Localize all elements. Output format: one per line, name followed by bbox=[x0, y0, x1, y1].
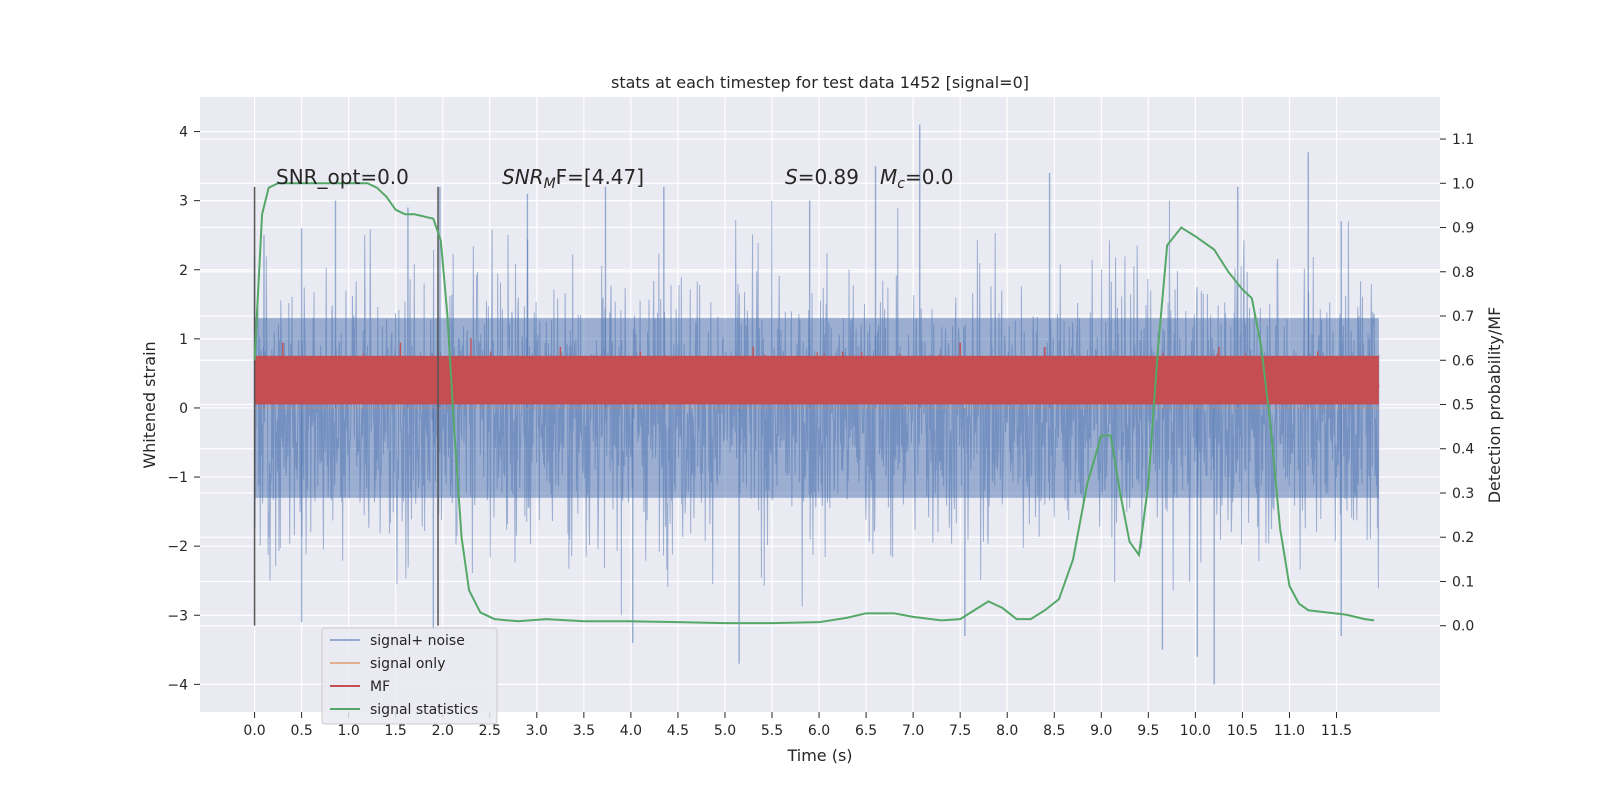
x-tick-label: 5.5 bbox=[761, 723, 783, 739]
legend-box bbox=[321, 627, 498, 725]
y2-tick-label: 1.1 bbox=[1452, 132, 1474, 148]
signal-noise-trace bbox=[254, 200, 1380, 616]
x-tick-label: 9.0 bbox=[1090, 723, 1112, 739]
x-tick-label: 7.5 bbox=[949, 723, 971, 739]
y-tick-label: 4 bbox=[179, 125, 188, 141]
mf-trace bbox=[254, 351, 1380, 405]
x-tick-label: 6.0 bbox=[808, 723, 830, 739]
x-tick-label: 7.0 bbox=[902, 723, 924, 739]
x-tick-label: 3.5 bbox=[573, 723, 595, 739]
y-tick-label: −1 bbox=[167, 470, 188, 486]
signal-statistics-line bbox=[253, 182, 1375, 625]
x-tick-label: 11.5 bbox=[1321, 723, 1352, 739]
x-tick-label: 8.0 bbox=[996, 723, 1018, 739]
y-tick-label: −4 bbox=[167, 677, 188, 693]
x-tick-label: 9.5 bbox=[1137, 723, 1159, 739]
x-tick-label: 3.0 bbox=[526, 723, 548, 739]
legend-label-signal-statistics: signal statistics bbox=[370, 702, 478, 718]
y2-tick-label: 0.5 bbox=[1452, 398, 1474, 414]
annotation-s: S=0.89 bbox=[785, 165, 859, 189]
y2-tick-label: 0.9 bbox=[1452, 221, 1474, 237]
x-tick-label: 5.0 bbox=[714, 723, 736, 739]
y2-tick-label: 0.1 bbox=[1452, 574, 1474, 590]
y-tick-label: 3 bbox=[179, 194, 188, 210]
y2-tick-label: 0.2 bbox=[1452, 530, 1474, 546]
y2-tick-label: 0.0 bbox=[1452, 619, 1474, 635]
mf-series bbox=[254, 338, 1380, 405]
y2-tick-label: 0.6 bbox=[1452, 353, 1474, 369]
x-axis-ticks: 0.0 0.5 1.0 1.5 2.0 2.5 3.0 3.5 4.0 4.5 5.0 5.5 6.0 6… bbox=[243, 712, 1352, 739]
y-tick-label: 2 bbox=[179, 263, 188, 279]
y-tick-label: 0 bbox=[179, 401, 188, 417]
annotation-mc: Mc=0.0 bbox=[880, 165, 954, 192]
x-axis-label: Time (s) bbox=[786, 746, 852, 765]
annotation-snr-mf: SNRMF=[4.47] bbox=[502, 165, 644, 192]
x-tick-label: 4.5 bbox=[667, 723, 689, 739]
annotation-snr-opt: SNR_opt=0.0 bbox=[276, 165, 409, 189]
x-tick-label: 1.5 bbox=[385, 723, 407, 739]
x-tick-label: 4.0 bbox=[620, 723, 642, 739]
y-tick-label: 1 bbox=[179, 332, 188, 348]
y2-tick-label: 0.8 bbox=[1452, 265, 1474, 281]
x-tick-label: 11.0 bbox=[1274, 723, 1305, 739]
y-axis-ticks: 4 3 2 1 0 −1 −2 −3 −4 bbox=[167, 125, 200, 693]
y-axis-label: Whitened strain bbox=[140, 341, 159, 468]
window-markers bbox=[253, 186, 439, 626]
legend-label-mf: MF bbox=[370, 679, 390, 695]
x-tick-label: 10.0 bbox=[1180, 723, 1211, 739]
y2-tick-label: 0.3 bbox=[1452, 486, 1474, 502]
y2-tick-label: 0.7 bbox=[1452, 309, 1474, 325]
x-tick-label: 2.0 bbox=[432, 723, 454, 739]
legend: signal+ noise signal only MF signal stat… bbox=[321, 627, 498, 725]
x-tick-label: 0.0 bbox=[243, 723, 265, 739]
legend-label-signal-noise: signal+ noise bbox=[370, 633, 465, 649]
x-tick-label: 0.5 bbox=[290, 723, 312, 739]
signal-noise-series bbox=[253, 124, 1380, 685]
x-tick-label: 8.5 bbox=[1043, 723, 1065, 739]
x-tick-label: 1.0 bbox=[338, 723, 360, 739]
y2-tick-label: 0.4 bbox=[1452, 442, 1474, 458]
y-tick-label: −3 bbox=[167, 608, 188, 624]
legend-label-signal-only: signal only bbox=[370, 656, 445, 672]
x-tick-label: 2.5 bbox=[479, 723, 501, 739]
x-tick-label: 6.5 bbox=[855, 723, 877, 739]
y-tick-label: −2 bbox=[167, 539, 188, 555]
signal-statistics-series bbox=[253, 182, 1375, 625]
chart-title: stats at each timestep for test data 145… bbox=[611, 73, 1029, 92]
x-tick-label: 10.5 bbox=[1227, 723, 1258, 739]
y2-tick-label: 1.0 bbox=[1452, 176, 1474, 192]
y2-axis-ticks: 1.1 1.0 0.9 0.8 0.7 0.6 0.5 0.4 0.3 0.2 0.1 0.0 bbox=[1440, 132, 1474, 635]
y2-axis-label: Detection probability/MF bbox=[1485, 307, 1504, 504]
